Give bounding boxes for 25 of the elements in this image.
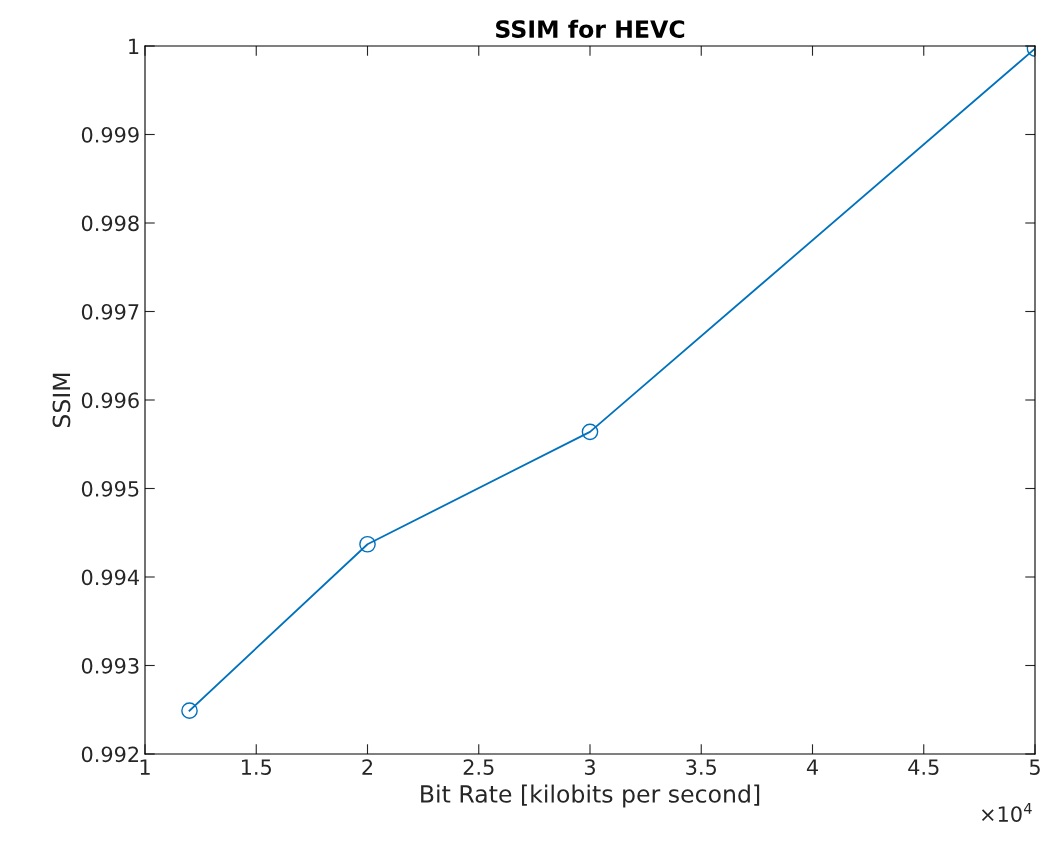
- y-tick-label: 0.995: [81, 480, 139, 497]
- point: [581, 423, 599, 441]
- y-tick-label: 0.994: [81, 569, 139, 586]
- x-tick-label: 2: [362, 759, 373, 775]
- x-axis-title: Bit Rate [kilobits per second]: [421, 784, 760, 808]
- x-tick-label: 4.5: [908, 759, 939, 775]
- x-tick-label: 4: [806, 759, 818, 775]
- y-tick-label: 0.993: [81, 657, 139, 674]
- x-tick-label: 3: [584, 759, 595, 775]
- y-tick-label: 0.998: [81, 215, 139, 232]
- y-tick-label: 0.999: [81, 126, 139, 143]
- y-tick-label: 0.992: [81, 746, 139, 763]
- point: [181, 702, 198, 719]
- y-tick-label: 0.996: [81, 392, 139, 409]
- y-tick-label: 0.997: [81, 303, 139, 320]
- y-tick-label: 1: [129, 38, 139, 54]
- chart-title: SSIM for HEVC: [496, 19, 685, 38]
- x-tick-label: 3.5: [686, 759, 716, 775]
- x-tick-label: 2.5: [463, 759, 494, 775]
- text: ×10$^{4}$: [981, 803, 1032, 822]
- point: [359, 535, 376, 553]
- x-tick-label: 5: [1029, 759, 1040, 775]
- x-tick-label: 1.5: [241, 759, 271, 775]
- x-tick-label: 1: [140, 759, 150, 775]
- y-axis-title: SSIM: [52, 373, 71, 428]
